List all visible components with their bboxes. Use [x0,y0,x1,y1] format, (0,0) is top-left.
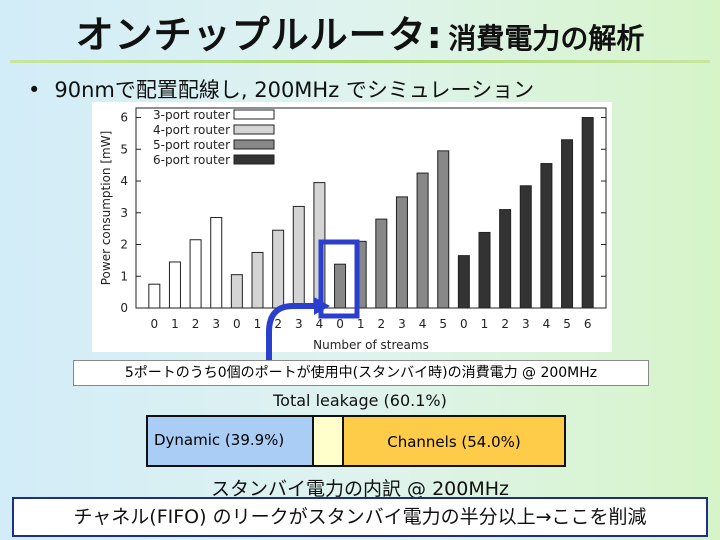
y-tick-label: 0 [120,301,128,315]
y-axis-ticks: 0 1 2 3 4 5 6 [120,111,606,315]
bar-6port-1 [478,231,491,309]
bar-3port-0 [148,283,161,309]
slide-title: オンチップルルータ: 消費電力の解析 [0,4,720,59]
x-tick-label: 2 [377,317,385,331]
bar-6port-3 [519,185,532,309]
standby-callout: 5ポートのうち0個のポートが使用中(スタンバイ時)の消費電力 @ 200MHz [73,360,649,386]
x-tick-label: 4 [419,317,427,331]
bar-6port-5 [561,139,574,309]
y-tick-label: 1 [120,269,128,283]
title-underline [10,60,710,63]
bar-3port-3 [210,217,223,309]
bar-6port-4 [540,163,553,309]
legend-swatch [233,109,275,120]
x-tick-label: 4 [316,317,324,331]
bars [148,117,594,309]
bullet-text: 90nmで配置配線し, 200MHz でシミュレーション [54,78,535,102]
title-sub: 消費電力の解析 [448,22,645,55]
y-axis-label: Power consumption [mW] [99,131,113,286]
y-tick-label: 4 [120,174,128,188]
y-tick-label: 3 [120,206,128,220]
bullet-dot: • [28,78,41,102]
x-tick-label: 5 [563,317,571,331]
x-tick-label: 0 [460,317,468,331]
plot-frame [135,107,607,309]
x-axis-label: Number of streams [313,338,429,352]
x-tick-label: 4 [543,317,551,331]
dynamic-segment: Dynamic (39.9%) [146,415,314,467]
bar-3port-1 [168,261,181,309]
dynamic-segment-label: Dynamic (39.9%) [154,431,285,449]
x-tick-label: 0 [150,317,158,331]
x-tick-label: 0 [233,317,241,331]
bar-6port-0 [457,255,470,309]
x-tick-label: 1 [171,317,179,331]
x-tick-label: 3 [212,317,220,331]
legend-swatch [233,139,275,150]
legend-swatch [233,124,275,135]
bullet-point: • 90nmで配置配線し, 200MHz でシミュレーション [28,74,534,104]
x-tick-label: 2 [192,317,200,331]
bar-6port-6 [581,117,594,309]
x-tick-label: 3 [522,317,530,331]
bar-5port-5 [437,150,450,309]
legend-label: 3-port router [153,108,230,122]
bar-4port-0 [230,274,243,309]
channels-segment: Channels (54.0%) [342,415,566,467]
x-tick-label: 6 [584,317,592,331]
x-tick-label: 0 [336,317,344,331]
bar-5port-4 [416,172,429,309]
bar-5port-0 [334,263,347,309]
legend-swatch [233,154,275,165]
y-tick-label: 2 [120,238,128,252]
bar-4port-4 [313,182,326,309]
legend-label: 6-port router [153,153,230,167]
channels-segment-label: Channels (54.0%) [387,433,521,451]
bar-3port-2 [189,239,202,309]
conclusion-box: チャネル(FIFO) のリークがスタンバイ電力の半分以上→ここを削減 [12,497,708,537]
other-leakage-segment [312,415,344,467]
bar-5port-1 [354,240,367,309]
x-tick-label: 1 [481,317,489,331]
bar-5port-3 [395,196,408,309]
x-tick-label: 5 [439,317,447,331]
legend-label: 4-port router [153,123,230,137]
x-tick-label: 2 [501,317,509,331]
y-tick-label: 6 [120,111,128,125]
y-tick-label: 5 [120,142,128,156]
legend-label: 5-port router [153,138,230,152]
x-tick-label: 1 [357,317,365,331]
x-tick-label: 1 [254,317,262,331]
bar-4port-1 [251,251,264,309]
bar-6port-2 [499,209,512,309]
total-leakage-label: Total leakage (60.1%) [273,391,447,410]
bar-4port-3 [292,205,305,309]
x-tick-label: 2 [274,317,282,331]
title-main: オンチップルルータ: [75,13,443,57]
bar-4port-2 [272,229,285,309]
bar-5port-2 [375,218,388,309]
breakdown-caption: スタンバイ電力の内訳 @ 200MHz [211,478,509,500]
x-tick-label: 3 [398,317,406,331]
x-tick-label: 3 [295,317,303,331]
